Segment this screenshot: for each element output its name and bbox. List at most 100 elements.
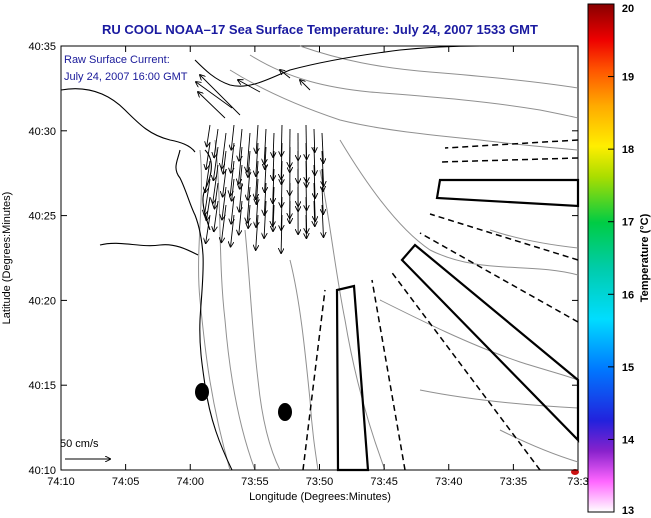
shipping-lanes xyxy=(302,139,579,471)
coast-staten xyxy=(60,88,196,153)
colorbar-label: Temperature (°C) xyxy=(639,213,651,302)
current-label: Raw Surface Current: xyxy=(64,54,170,66)
buoy-marker xyxy=(195,383,209,401)
current-vector xyxy=(314,182,315,221)
current-vector xyxy=(256,214,258,250)
x-tick-label: 74:10 xyxy=(47,476,75,488)
current-vector xyxy=(273,186,274,226)
x-tick-label: 73:3 xyxy=(567,476,588,488)
contour-line xyxy=(289,259,319,471)
contour-line xyxy=(419,389,579,409)
scale-label: 50 cm/s xyxy=(60,438,99,450)
x-tick-label: 74:00 xyxy=(176,476,204,488)
x-tick-label: 73:35 xyxy=(500,476,528,488)
current-vector xyxy=(232,178,234,201)
current-date-label: July 24, 2007 16:00 GMT xyxy=(64,71,188,83)
current-vector xyxy=(207,124,210,146)
current-vector xyxy=(221,204,227,242)
current-vector xyxy=(256,178,258,204)
colorbar-tick-label: 17 xyxy=(622,217,634,229)
current-vector xyxy=(322,204,323,237)
colorbar xyxy=(587,3,615,513)
y-tick-label: 40:30 xyxy=(28,126,56,138)
current-vector xyxy=(273,204,274,231)
current-vector xyxy=(206,196,211,220)
current-vector xyxy=(231,214,235,246)
current-vector xyxy=(214,128,219,157)
current-vector xyxy=(248,150,250,177)
current-vector xyxy=(214,200,219,231)
coast-longisland xyxy=(194,45,481,87)
current-vector xyxy=(222,186,227,219)
zone-outline xyxy=(435,178,580,208)
lane-line xyxy=(302,289,326,471)
current-vector xyxy=(256,124,258,153)
current-vector xyxy=(256,196,258,227)
x-tick-label: 73:45 xyxy=(370,476,398,488)
lane-line xyxy=(439,157,579,163)
x-tick-label: 73:50 xyxy=(306,476,334,488)
lane-line xyxy=(371,279,406,471)
current-vector xyxy=(206,214,211,243)
y-tick-label: 40:20 xyxy=(28,295,56,307)
contour-line xyxy=(229,69,579,151)
current-vector xyxy=(213,164,219,203)
current-vector xyxy=(196,82,233,109)
map-frame xyxy=(60,45,579,471)
colorbar-tick-label: 15 xyxy=(622,362,634,374)
lane-line xyxy=(419,232,579,323)
colorbar-tick-label: 20 xyxy=(622,3,634,15)
current-vector xyxy=(240,164,242,189)
contour-line xyxy=(249,54,579,119)
y-tick-label: 40:25 xyxy=(28,211,56,223)
current-vector xyxy=(314,200,315,226)
current-vector xyxy=(200,75,241,116)
current-vector xyxy=(264,128,266,164)
current-vectors xyxy=(196,70,324,253)
x-axis-ticks: 74:10 74:05 74:00 73:55 73:50 73:45 73:40 73:35… xyxy=(47,46,589,488)
current-vector xyxy=(300,80,311,91)
current-vector xyxy=(198,92,226,119)
y-tick-label: 40:35 xyxy=(28,41,56,53)
current-vector xyxy=(248,204,250,228)
current-vector xyxy=(206,142,211,169)
map-title: RU COOL NOAA–17 Sea Surface Temperature:… xyxy=(102,22,538,37)
current-vector xyxy=(322,168,323,191)
colorbar-tick-label: 18 xyxy=(622,144,634,156)
current-vector xyxy=(280,70,291,79)
current-vector xyxy=(322,150,324,186)
colorbar-tick-label: 19 xyxy=(622,72,634,84)
current-vector xyxy=(247,132,251,172)
contour-line xyxy=(339,139,579,276)
current-vector xyxy=(238,80,261,93)
current-vector xyxy=(239,146,243,184)
zone-outline xyxy=(335,284,370,472)
x-tick-label: 73:40 xyxy=(435,476,463,488)
current-vector xyxy=(205,160,211,192)
lane-line xyxy=(429,213,579,261)
current-vector xyxy=(239,182,242,212)
current-vector xyxy=(231,124,234,150)
contour-line xyxy=(319,169,386,471)
current-vector xyxy=(247,186,250,223)
bathymetry-contours xyxy=(198,45,579,471)
current-vector xyxy=(273,132,274,157)
colorbar-tick-label: 16 xyxy=(622,289,634,301)
current-vector xyxy=(223,150,226,174)
current-vector xyxy=(248,168,250,200)
contour-line xyxy=(489,229,579,249)
current-vector xyxy=(264,200,266,238)
current-vector xyxy=(256,142,258,176)
zone-outlines xyxy=(335,178,580,472)
contour-line xyxy=(499,429,579,463)
current-vector xyxy=(273,168,274,203)
current-vector xyxy=(222,132,227,168)
current-vector xyxy=(314,128,315,152)
current-vector xyxy=(281,214,282,253)
current-vector xyxy=(231,196,234,224)
contour-line xyxy=(214,139,256,471)
x-tick-label: 74:05 xyxy=(112,476,140,488)
current-vector xyxy=(265,164,266,192)
contour-line xyxy=(379,299,579,381)
